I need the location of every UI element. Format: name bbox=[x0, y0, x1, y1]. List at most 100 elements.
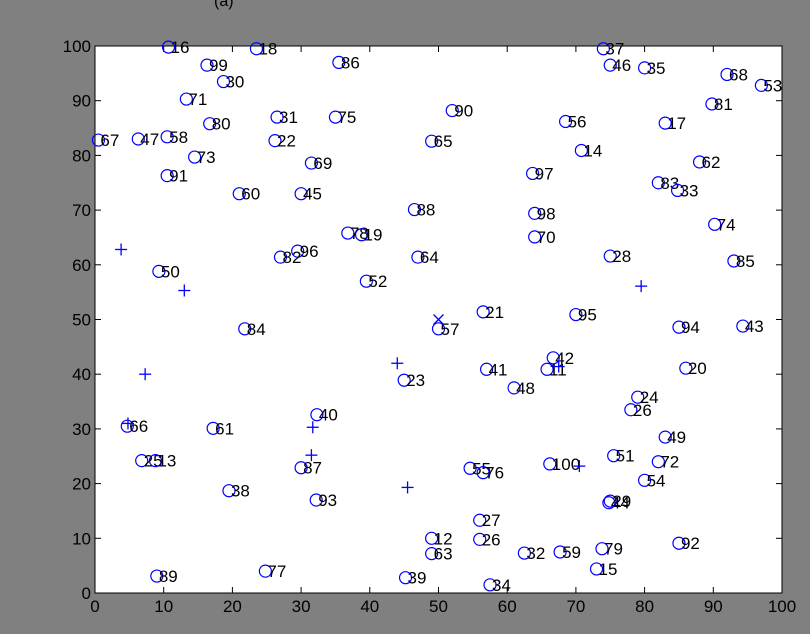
point-marker bbox=[425, 547, 439, 561]
data-point: 48 bbox=[507, 379, 535, 398]
cross-marker bbox=[433, 314, 444, 325]
point-label: 33 bbox=[680, 181, 699, 200]
point-label: 23 bbox=[406, 371, 425, 390]
point-label: 63 bbox=[434, 545, 453, 564]
point-marker bbox=[473, 513, 487, 527]
point-label: 24 bbox=[640, 388, 659, 407]
y-tick-label: 30 bbox=[72, 420, 91, 439]
point-label: 40 bbox=[319, 406, 338, 425]
point-label: 47 bbox=[140, 130, 159, 149]
data-point: 32 bbox=[517, 544, 545, 563]
point-marker bbox=[200, 58, 214, 72]
point-label: 73 bbox=[197, 148, 216, 167]
point-marker bbox=[720, 67, 734, 82]
x-tick-label: 10 bbox=[154, 597, 173, 616]
point-marker bbox=[589, 562, 604, 576]
data-point: 66 bbox=[120, 417, 148, 436]
point-label: 87 bbox=[303, 459, 322, 478]
point-marker bbox=[528, 206, 542, 220]
data-point: 57 bbox=[431, 320, 460, 339]
point-label: 95 bbox=[578, 306, 597, 325]
point-marker bbox=[595, 542, 609, 556]
data-point: 100 bbox=[543, 455, 580, 474]
x-tick-label: 90 bbox=[704, 597, 723, 616]
point-label: 22 bbox=[277, 132, 296, 151]
data-point: 71 bbox=[179, 90, 207, 109]
point-marker bbox=[397, 373, 411, 387]
point-label: 39 bbox=[408, 569, 427, 588]
point-marker bbox=[553, 545, 567, 559]
data-point: 75 bbox=[328, 108, 356, 127]
point-marker bbox=[603, 249, 617, 263]
data-point: 24 bbox=[631, 388, 659, 407]
point-label: 34 bbox=[492, 576, 511, 595]
point-label: 58 bbox=[169, 128, 188, 147]
data-point: 83 bbox=[651, 174, 679, 193]
data-point: 31 bbox=[270, 108, 298, 127]
x-tick-label: 80 bbox=[635, 597, 654, 616]
point-label: 52 bbox=[368, 272, 387, 291]
point-label: 82 bbox=[282, 248, 301, 267]
data-point: 96 bbox=[291, 242, 319, 261]
point-marker bbox=[407, 202, 422, 217]
point-label: 67 bbox=[100, 131, 119, 150]
point-marker bbox=[332, 55, 346, 70]
point-label: 21 bbox=[485, 303, 504, 322]
point-marker bbox=[270, 110, 284, 124]
data-point: 46 bbox=[603, 56, 631, 75]
data-point: 14 bbox=[574, 141, 602, 160]
data-point: 84 bbox=[238, 320, 266, 339]
point-marker bbox=[624, 403, 638, 417]
point-label: 77 bbox=[267, 562, 286, 581]
point-label: 19 bbox=[364, 226, 383, 245]
point-label: 45 bbox=[303, 185, 322, 204]
data-point: 30 bbox=[216, 73, 244, 92]
point-marker bbox=[727, 254, 741, 268]
point-marker bbox=[411, 250, 425, 264]
point-label: 51 bbox=[616, 447, 635, 466]
point-marker bbox=[354, 228, 369, 242]
point-label: 64 bbox=[420, 248, 439, 267]
point-marker bbox=[425, 531, 439, 545]
data-point: 85 bbox=[727, 252, 755, 271]
point-marker bbox=[526, 166, 540, 181]
point-marker bbox=[507, 381, 521, 395]
point-marker bbox=[309, 493, 323, 507]
point-label: 48 bbox=[516, 379, 535, 398]
point-label: 37 bbox=[605, 40, 624, 59]
point-marker bbox=[672, 320, 686, 334]
data-point: 72 bbox=[651, 453, 679, 472]
data-point: 35 bbox=[637, 59, 666, 78]
point-label: 57 bbox=[441, 320, 460, 339]
point-label: 61 bbox=[215, 419, 234, 438]
data-point: 20 bbox=[679, 359, 707, 378]
data-point: 77 bbox=[258, 562, 286, 581]
data-point: 50 bbox=[152, 262, 180, 281]
point-label: 38 bbox=[231, 482, 250, 501]
data-point: 19 bbox=[354, 226, 383, 245]
plus-marker bbox=[391, 357, 404, 370]
point-marker bbox=[602, 496, 616, 510]
point-label: 96 bbox=[300, 242, 319, 261]
point-label: 42 bbox=[555, 349, 574, 368]
x-tick-label: 70 bbox=[566, 597, 585, 616]
data-point: 27 bbox=[473, 511, 501, 530]
point-marker bbox=[705, 97, 719, 111]
x-tick-label: 20 bbox=[223, 597, 242, 616]
point-marker bbox=[150, 569, 164, 583]
point-marker bbox=[473, 532, 487, 546]
point-label: 99 bbox=[209, 56, 228, 75]
point-label: 30 bbox=[225, 73, 244, 92]
data-point: 86 bbox=[332, 53, 360, 72]
point-marker bbox=[631, 390, 645, 404]
data-point: 90 bbox=[445, 102, 473, 121]
point-marker bbox=[359, 274, 373, 288]
point-label: 53 bbox=[763, 76, 782, 95]
point-label: 28 bbox=[612, 247, 631, 266]
point-label: 54 bbox=[647, 471, 666, 490]
data-point: 89 bbox=[150, 567, 178, 586]
y-tick-label: 90 bbox=[72, 92, 91, 111]
x-tick-label: 30 bbox=[292, 597, 311, 616]
y-tick-label: 0 bbox=[82, 584, 91, 603]
